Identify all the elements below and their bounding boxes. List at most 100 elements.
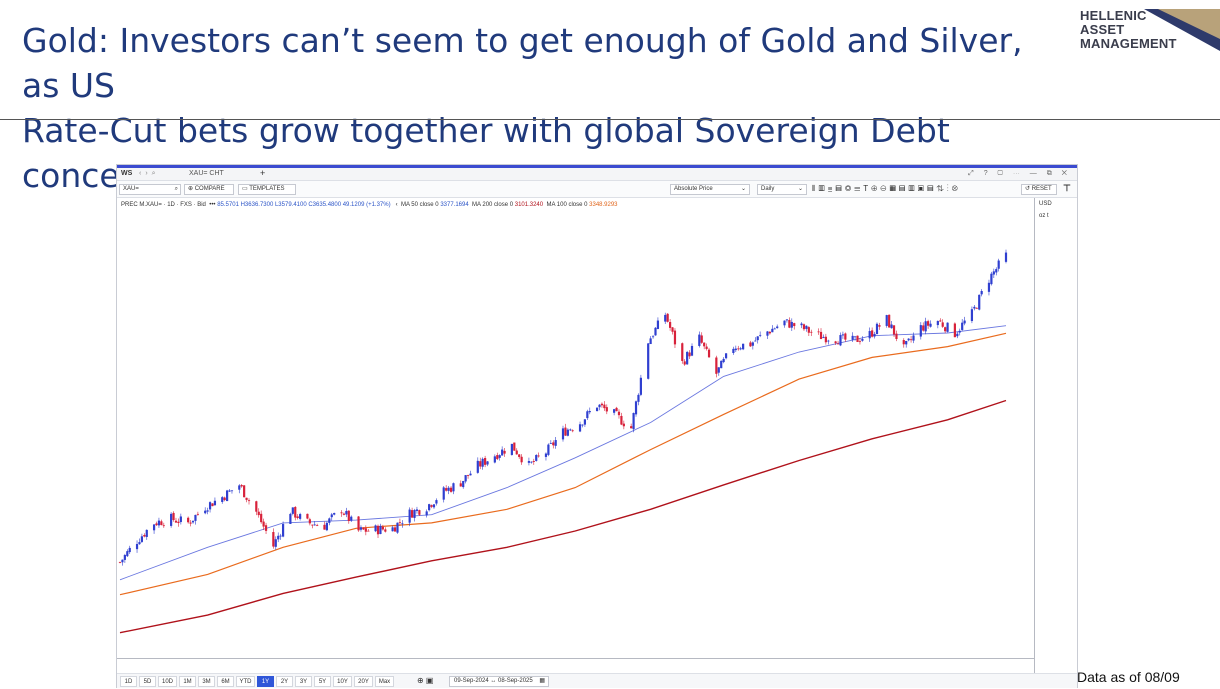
range-button-1m[interactable]: 1M bbox=[179, 676, 196, 687]
candle-body bbox=[138, 542, 141, 545]
logo-line-2: ASSET bbox=[1080, 22, 1125, 37]
candle-body bbox=[666, 313, 669, 322]
history-nav-icons[interactable]: ‹›⌕ bbox=[139, 170, 160, 177]
window-accent-bar bbox=[117, 165, 1077, 168]
candle-body bbox=[919, 325, 922, 337]
candle-body bbox=[535, 455, 538, 461]
slide-title: Gold: Investors can’t seem to get enough… bbox=[22, 18, 1062, 198]
range-selector-bar: 09-Sep-2024 ↔ 08-Sep-2025 ▦ 1D 5D 10D 1M 3M 6… bbox=[117, 673, 1077, 688]
range-button-2y[interactable]: 2Y bbox=[276, 676, 293, 687]
templates-button[interactable]: ▭ TEMPLATES bbox=[238, 184, 296, 195]
date-range-value: 09-Sep-2024 ↔ 08-Sep-2025 bbox=[454, 678, 533, 684]
candle-body bbox=[759, 334, 762, 336]
candle-body bbox=[963, 320, 966, 324]
window-controls[interactable]: ⤢ ? ▢ ⋯ — ⧉ ✕ bbox=[968, 170, 1071, 177]
range-button-3y[interactable]: 3Y bbox=[295, 676, 312, 687]
range-button-5d[interactable]: 5D bbox=[139, 676, 156, 687]
candle-body bbox=[306, 513, 309, 519]
candle-body bbox=[605, 407, 608, 412]
candle-body bbox=[936, 321, 939, 326]
candle-body bbox=[705, 346, 708, 349]
candle-body bbox=[391, 527, 394, 532]
candle-body bbox=[466, 474, 470, 476]
chart-legend-bar: PREC M.XAU= · 1D · FXS · Bid ••• 85.5701… bbox=[121, 202, 618, 208]
candle-body bbox=[384, 529, 387, 532]
price-mode-select[interactable]: Absolute Price ⌄ bbox=[670, 184, 750, 195]
symbol-input[interactable]: XAU= ⌕ bbox=[119, 184, 181, 195]
interval-select[interactable]: Daily ⌄ bbox=[757, 184, 807, 195]
candle-body bbox=[683, 361, 686, 365]
candle-body bbox=[647, 343, 650, 379]
candle-body bbox=[686, 351, 689, 365]
range-button-3m[interactable]: 3M bbox=[198, 676, 215, 687]
reset-button[interactable]: ↺ RESET bbox=[1021, 184, 1057, 195]
candle-body bbox=[873, 333, 876, 337]
candle-body bbox=[1004, 252, 1008, 262]
candle-body bbox=[639, 377, 642, 395]
candle-body bbox=[668, 322, 672, 328]
more-icon[interactable]: ••• bbox=[209, 202, 216, 208]
candle-body bbox=[362, 527, 365, 530]
price-axis-panel[interactable]: USD oz t bbox=[1034, 198, 1077, 673]
compare-button[interactable]: ⊕ COMPARE bbox=[184, 184, 234, 195]
low-value: L3579.4100 bbox=[274, 202, 307, 208]
range-button-ytd[interactable]: YTD bbox=[236, 676, 255, 687]
candle-body bbox=[379, 525, 382, 534]
candle-body bbox=[902, 340, 905, 345]
price-chart[interactable]: 2200.00002300.00002400.00002500.00002600… bbox=[118, 211, 1078, 672]
range-button-1d[interactable]: 1D bbox=[120, 676, 137, 687]
candle-body bbox=[598, 404, 601, 408]
candle-body bbox=[496, 455, 499, 460]
candle-body bbox=[554, 440, 557, 446]
candle-body bbox=[561, 428, 565, 440]
candle-body bbox=[739, 348, 742, 350]
range-button-5y[interactable]: 5Y bbox=[314, 676, 331, 687]
candle-body bbox=[328, 518, 331, 523]
range-tools-icon[interactable]: ⊕ ▣ bbox=[417, 676, 434, 685]
interval-value: Daily bbox=[761, 186, 775, 192]
candle-body bbox=[875, 323, 879, 335]
candle-body bbox=[909, 339, 913, 341]
currency-select[interactable]: USD bbox=[1039, 201, 1052, 207]
candle-body bbox=[632, 413, 635, 430]
range-button-1y[interactable]: 1Y bbox=[257, 676, 274, 687]
window-titlebar: WS ‹›⌕ XAU= CHT + ⤢ ? ▢ ⋯ — ⧉ ✕ bbox=[117, 168, 1077, 181]
range-button-10y[interactable]: 10Y bbox=[333, 676, 352, 687]
date-range-input[interactable]: 09-Sep-2024 ↔ 08-Sep-2025 ▦ bbox=[449, 676, 549, 687]
tab-xau-cht[interactable]: XAU= CHT bbox=[189, 170, 224, 177]
candle-body bbox=[544, 453, 548, 457]
candle-body bbox=[732, 348, 735, 354]
collapse-legend-icon[interactable]: ‹ bbox=[395, 202, 398, 208]
candle-body bbox=[997, 260, 1000, 269]
candle-body bbox=[861, 338, 864, 341]
high-value: H3636.7300 bbox=[240, 202, 274, 208]
range-button-6m[interactable]: 6M bbox=[217, 676, 234, 687]
candle-body bbox=[970, 309, 974, 322]
ma200-value: 3101.3240 bbox=[514, 202, 544, 208]
candle-body bbox=[673, 330, 677, 345]
candle-body bbox=[476, 460, 479, 473]
candle-body bbox=[793, 323, 796, 327]
unit-select[interactable]: oz t bbox=[1039, 213, 1049, 219]
candle-body bbox=[296, 516, 299, 518]
candle-body bbox=[851, 335, 854, 340]
candle-body bbox=[340, 512, 343, 514]
range-button-max[interactable]: Max bbox=[375, 676, 394, 687]
candle-body bbox=[836, 343, 840, 345]
candle-body bbox=[143, 535, 146, 537]
candle-body bbox=[771, 328, 774, 333]
header-divider bbox=[0, 119, 1220, 120]
candle-body bbox=[208, 502, 212, 510]
compare-label: COMPARE bbox=[194, 186, 225, 192]
range-button-10d[interactable]: 10D bbox=[158, 676, 177, 687]
add-tab-button[interactable]: + bbox=[260, 168, 266, 178]
candle-body bbox=[615, 407, 618, 412]
candle-body bbox=[895, 333, 898, 339]
candle-body bbox=[204, 510, 207, 514]
workspace-label[interactable]: WS bbox=[121, 170, 133, 177]
reset-label: RESET bbox=[1031, 186, 1052, 192]
candle-body bbox=[751, 342, 754, 346]
drawing-tools-icons[interactable]: ⫴▥≣▤◎☰T⊕⊖▦▤▥▣▤⇅⋮⊗ bbox=[812, 184, 961, 193]
range-button-20y[interactable]: 20Y bbox=[354, 676, 373, 687]
side-code: Bid bbox=[197, 202, 206, 208]
